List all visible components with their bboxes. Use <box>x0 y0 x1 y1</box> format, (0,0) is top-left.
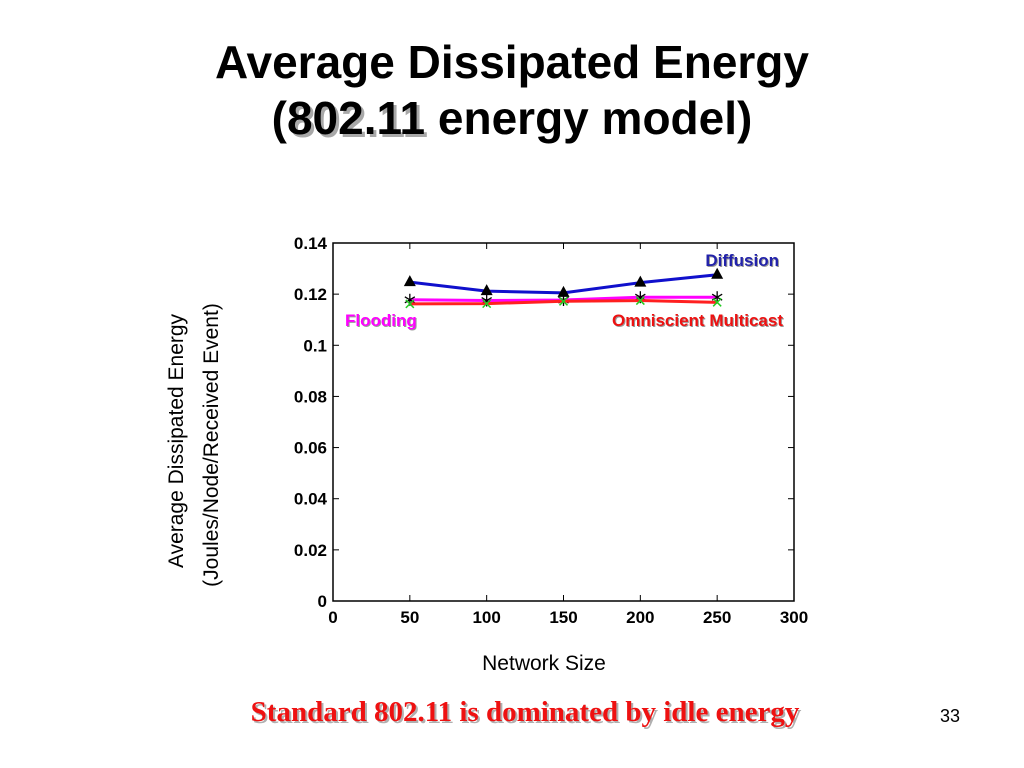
chart-axes: 0 50 100 150 200 250 300 0 0.02 0.04 0.06 0.08 0.1 0.… <box>294 234 808 627</box>
y-tick-label: 0.14 <box>294 234 328 253</box>
title-highlight: 802.11 <box>286 92 426 144</box>
x-tick-label: 150 <box>549 608 577 627</box>
y-tick-label: 0.12 <box>294 285 327 304</box>
title-paren: ( <box>271 92 287 144</box>
data-point-triangle <box>480 284 493 296</box>
x-stroke <box>405 299 415 309</box>
y-tick-label: 0 <box>318 592 327 611</box>
chart-series: Diffusion Flooding Omniscient Multicast <box>345 251 783 330</box>
y-axis-label-line-2: (Joules/Node/Received Event) <box>200 303 223 587</box>
title-line-2: (802.11 energy model) <box>0 90 1024 146</box>
x-tick-label: 200 <box>626 608 654 627</box>
x-axis-label: Network Size <box>482 652 606 675</box>
page-number: 33 <box>940 706 961 726</box>
footer-note: Standard 802.11 is dominated by idle ene… <box>250 696 800 728</box>
x-tick-label: 250 <box>703 608 731 627</box>
data-point-triangle <box>711 267 724 279</box>
series-diffusion <box>403 267 724 297</box>
title-suffix: energy model) <box>425 92 753 144</box>
x-tick-label: 0 <box>328 608 337 627</box>
series-label: Omniscient Multicast <box>612 311 783 330</box>
x-tick-label: 100 <box>472 608 500 627</box>
data-point-x <box>405 299 415 309</box>
series-omniscient-multicast <box>405 296 722 309</box>
data-point-x <box>712 297 722 307</box>
y-axis-label-line-1: Average Dissipated Energy <box>165 313 188 568</box>
data-point-x <box>635 296 645 306</box>
y-tick-label: 0.1 <box>303 336 327 355</box>
y-tick-label: 0.08 <box>294 387 327 406</box>
data-point-x <box>482 299 492 309</box>
series-label: Diffusion <box>705 251 779 270</box>
x-stroke <box>712 297 722 307</box>
y-tick-label: 0.04 <box>294 490 328 509</box>
series-label: Flooding <box>345 311 417 330</box>
x-tick-label: 300 <box>780 608 808 627</box>
x-stroke <box>558 296 569 306</box>
y-tick-label: 0.06 <box>294 439 327 458</box>
title-line-1: Average Dissipated Energy <box>215 36 809 88</box>
data-point-triangle <box>557 285 570 297</box>
asterisk-stroke <box>404 296 416 304</box>
x-stroke <box>635 296 645 306</box>
data-point-triangle <box>634 275 647 287</box>
x-stroke <box>482 299 492 309</box>
chart-labels: Network Size Average Dissipated Energy (… <box>165 303 606 675</box>
y-tick-label: 0.02 <box>294 541 327 560</box>
data-point-triangle <box>403 275 416 287</box>
slide-title: Average Dissipated Energy (802.11 energy… <box>0 34 1024 146</box>
data-point-x <box>558 296 569 306</box>
x-tick-label: 50 <box>400 608 419 627</box>
